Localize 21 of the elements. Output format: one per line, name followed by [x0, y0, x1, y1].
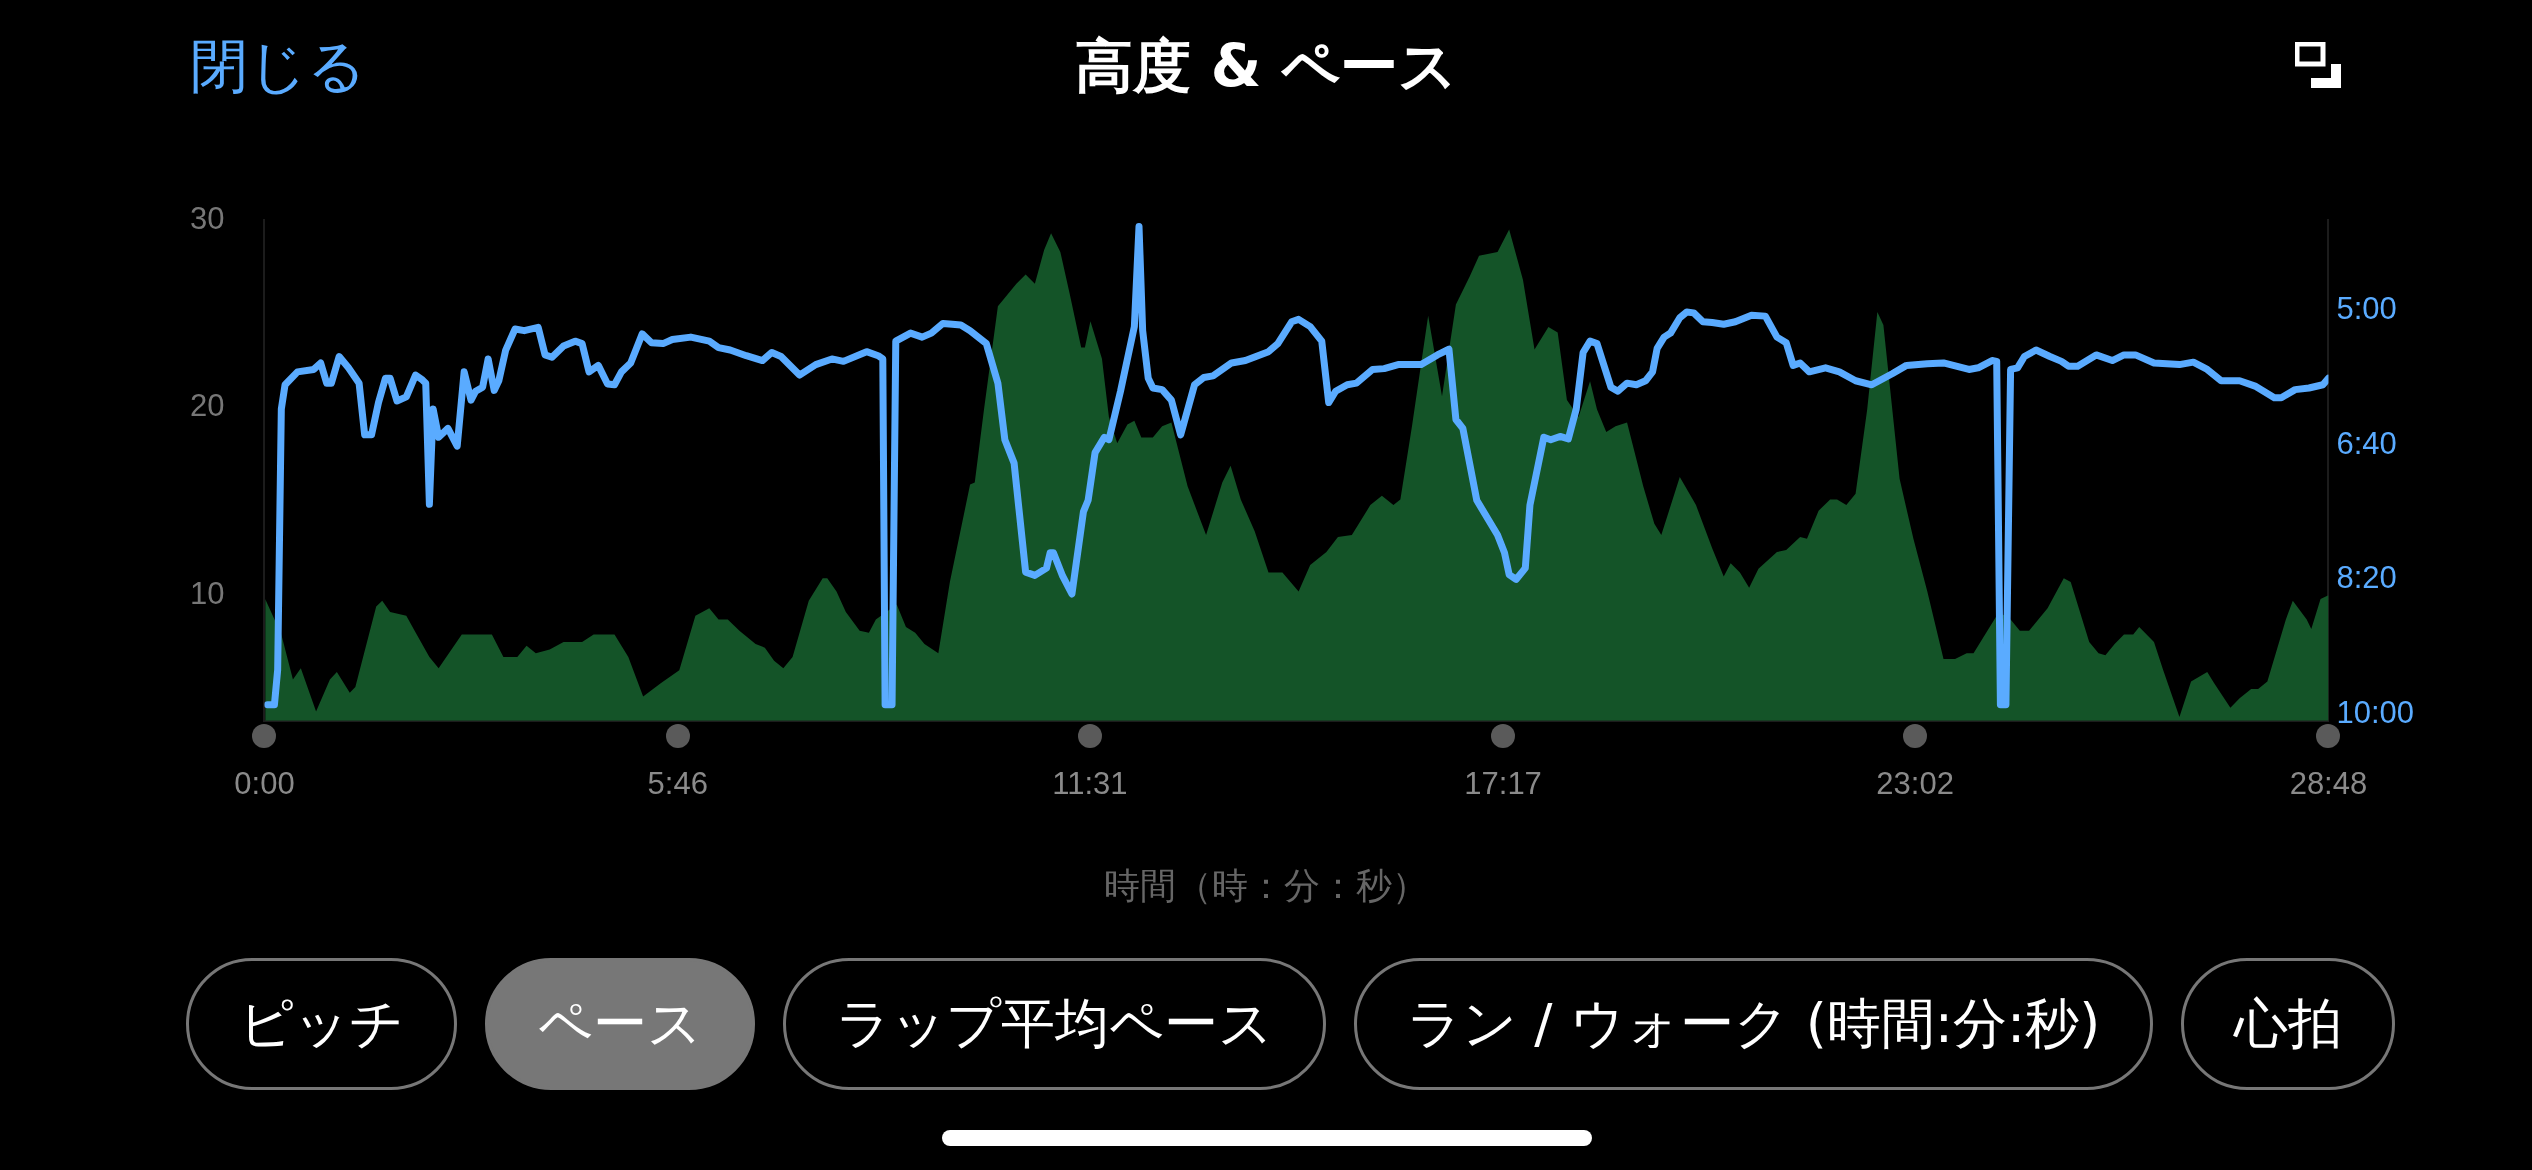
y2-tick-label: 8:20: [2336, 560, 2397, 596]
x-tick-label: 17:17: [1464, 765, 1542, 801]
chart-title: 高度 & ペース: [1074, 32, 1458, 100]
text: ピッチ: [186, 958, 457, 1090]
x-tick-label: 5:46: [647, 765, 708, 801]
text: 心拍: [2181, 958, 2396, 1090]
y2-tick-label: 6:40: [2336, 425, 2397, 461]
x-tick-label: 11:31: [1052, 765, 1128, 801]
text: ペース: [485, 958, 755, 1090]
y2-tick-label: 10:00: [2336, 694, 2414, 730]
text: ラン / ウォーク (時間:分:秒): [1354, 958, 2154, 1090]
y2-tick-label: 5:00: [2336, 291, 2397, 327]
x-tick-label: 28:48: [2289, 765, 2368, 801]
y-tick-label: 10: [190, 575, 225, 611]
text: 閉じる: [190, 31, 366, 102]
y-tick-label: 20: [190, 388, 225, 424]
x-tick-label: 0:00: [234, 765, 295, 801]
x-tick-label: 23:02: [1876, 765, 1954, 801]
y-tick-label: 30: [190, 200, 225, 236]
text: ラップ平均ペース: [783, 958, 1326, 1090]
x-axis-title: 時間（時：分：秒）: [1103, 864, 1429, 908]
